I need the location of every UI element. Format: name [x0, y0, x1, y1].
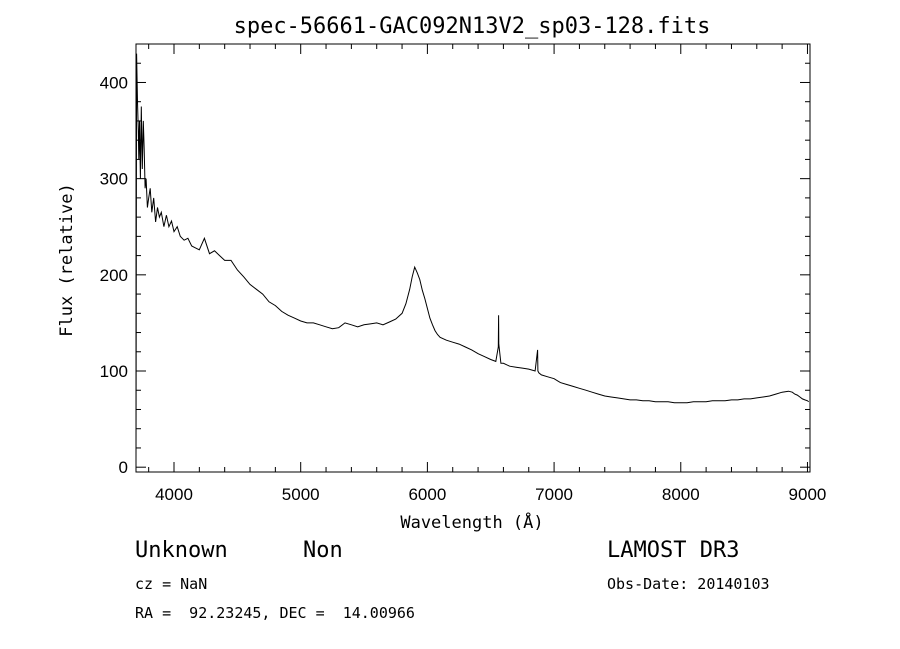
x-tick-label: 6000: [408, 485, 446, 504]
y-tick-label: 100: [100, 362, 128, 381]
spectrum-chart: spec-56661-GAC092N13V2_sp03-128.fits 400…: [57, 14, 827, 533]
y-tick-label: 400: [100, 73, 128, 92]
spectrum-line: [135, 53, 810, 463]
x-tick-label: 7000: [535, 485, 573, 504]
x-tick-label: 8000: [662, 485, 700, 504]
y-axis-label: Flux (relative): [57, 183, 77, 337]
obs-date-text: Obs-Date: 20140103: [607, 575, 770, 593]
axis-ticks: 4000 5000 6000 7000 8000 9000 0 100 200 300 400: [100, 44, 827, 504]
y-tick-label: 300: [100, 170, 128, 189]
y-tick-label: 200: [100, 266, 128, 285]
classification-text: Unknown: [135, 538, 228, 563]
y-tick-label: 0: [119, 458, 128, 477]
x-axis-label: Wavelength (Å): [400, 511, 543, 533]
chart-title: spec-56661-GAC092N13V2_sp03-128.fits: [234, 14, 711, 39]
x-tick-label: 4000: [155, 485, 193, 504]
plot-frame: [135, 43, 811, 473]
redshift-text: cz = NaN: [135, 575, 208, 593]
survey-text: LAMOST DR3: [607, 538, 740, 563]
coordinates-text: RA = 92.23245, DEC = 14.00966: [135, 604, 415, 622]
x-tick-label: 9000: [789, 485, 827, 504]
x-tick-label: 5000: [282, 485, 320, 504]
subclass-text: Non: [303, 538, 343, 563]
